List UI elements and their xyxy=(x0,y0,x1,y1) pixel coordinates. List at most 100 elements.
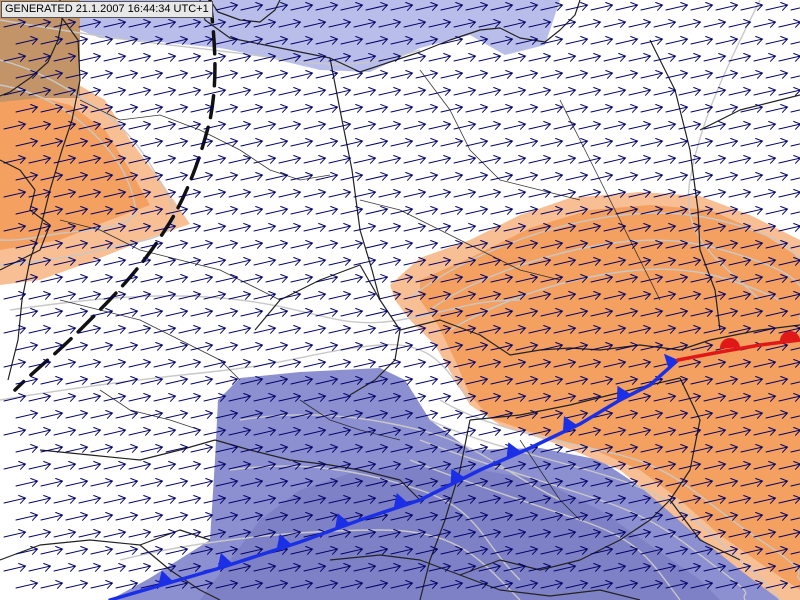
wind-arrow-icon xyxy=(165,410,189,419)
wind-arrow-icon xyxy=(3,325,27,334)
wind-arrow-icon xyxy=(553,291,577,300)
wind-arrow-icon xyxy=(28,291,52,300)
cold-front-triangle xyxy=(616,385,632,402)
wind-arrow-icon xyxy=(240,240,264,249)
wind-arrow-icon xyxy=(265,308,289,317)
wind-arrow-icon xyxy=(615,2,639,11)
wind-arrow-icon xyxy=(353,563,377,572)
wind-arrow-icon xyxy=(140,342,164,351)
wind-arrow-icon xyxy=(578,529,602,538)
wind-arrow-icon xyxy=(490,206,514,215)
wind-arrow-icon xyxy=(603,53,627,62)
wind-arrow-icon xyxy=(428,189,452,198)
wind-arrow-icon xyxy=(553,53,577,62)
wind-arrow-icon xyxy=(790,240,800,249)
wind-arrow-icon xyxy=(28,19,52,28)
wind-arrow-icon xyxy=(703,563,727,572)
wind-arrow-icon xyxy=(428,495,452,504)
wind-arrow-icon xyxy=(653,563,677,572)
wind-arrow-icon xyxy=(715,478,739,487)
wind-arrow-icon xyxy=(665,342,689,351)
wind-arrow-icon xyxy=(328,257,352,266)
wind-arrow-icon xyxy=(665,410,689,419)
wind-arrow-icon xyxy=(40,410,64,419)
wind-arrow-icon xyxy=(440,512,464,521)
wind-arrow-icon xyxy=(440,240,464,249)
wind-arrow-icon xyxy=(153,121,177,130)
wind-arrow-icon xyxy=(415,172,439,181)
isoline xyxy=(119,529,521,600)
wind-arrow-icon xyxy=(53,87,77,96)
wind-arrow-icon xyxy=(740,138,764,147)
wind-arrow-icon xyxy=(603,257,627,266)
wind-arrow-icon xyxy=(628,563,652,572)
wind-arrow-icon xyxy=(65,104,89,113)
wind-arrow-icon xyxy=(40,478,64,487)
border-czech-slovakia xyxy=(399,319,681,356)
border-germany-poland xyxy=(329,57,381,301)
wind-arrow-icon xyxy=(740,206,764,215)
wind-arrow-icon xyxy=(690,36,714,45)
wind-arrow-icon xyxy=(315,308,339,317)
wind-arrow-icon xyxy=(203,529,227,538)
wind-arrow-icon xyxy=(515,342,539,351)
wind-arrow-icon xyxy=(215,342,239,351)
wind-arrow-icon xyxy=(490,172,514,181)
wind-arrow-icon xyxy=(78,223,102,232)
wind-arrow-icon xyxy=(565,308,589,317)
wind-arrow-icon xyxy=(678,427,702,436)
wind-arrow-icon xyxy=(53,121,77,130)
wind-arrow-icon xyxy=(365,444,389,453)
wind-arrow-icon xyxy=(215,104,239,113)
wind-arrow-icon xyxy=(215,138,239,147)
wind-arrow-icon xyxy=(103,189,127,198)
wind-arrow-icon xyxy=(365,274,389,283)
wind-arrow-icon xyxy=(340,410,364,419)
wind-arrow-icon xyxy=(65,70,89,79)
wind-arrow-icon xyxy=(428,223,452,232)
wind-arrow-icon xyxy=(528,393,552,402)
wind-arrow-icon xyxy=(190,478,214,487)
wind-arrow-icon xyxy=(765,172,789,181)
wind-arrow-icon xyxy=(653,87,677,96)
wind-arrow-icon xyxy=(65,512,89,521)
wind-arrow-icon xyxy=(315,478,339,487)
wind-arrow-icon xyxy=(590,478,614,487)
wind-arrow-icon xyxy=(690,172,714,181)
wind-arrow-icon xyxy=(603,19,627,28)
wind-arrow-icon xyxy=(90,206,114,215)
wind-arrow-icon xyxy=(165,104,189,113)
wind-arrow-icon xyxy=(753,223,777,232)
wind-arrow-icon xyxy=(553,223,577,232)
wind-arrow-icon xyxy=(340,274,364,283)
wind-arrow-icon xyxy=(753,495,777,504)
warm-front xyxy=(676,330,800,362)
wind-arrow-icon xyxy=(565,36,589,45)
wind-arrow-icon xyxy=(103,495,127,504)
wind-arrow-icon xyxy=(578,189,602,198)
wind-arrow-icon xyxy=(653,121,677,130)
wind-arrow-icon xyxy=(178,495,202,504)
wind-arrow-icon xyxy=(715,172,739,181)
wind-arrow-icon xyxy=(715,206,739,215)
wind-arrow-icon xyxy=(403,53,427,62)
wind-arrow-icon xyxy=(253,393,277,402)
wind-arrow-icon xyxy=(53,359,77,368)
wind-arrow-icon xyxy=(65,206,89,215)
border-slovenia xyxy=(329,554,501,576)
wind-arrow-icon xyxy=(190,104,214,113)
wind-arrow-icon xyxy=(565,546,589,555)
wind-arrow-icon xyxy=(390,138,414,147)
wind-arrow-icon xyxy=(528,291,552,300)
wind-arrow-icon xyxy=(78,257,102,266)
wind-arrow-icon xyxy=(28,359,52,368)
wind-arrow-icon xyxy=(178,257,202,266)
wind-arrow-icon xyxy=(703,495,727,504)
wind-arrow-icon xyxy=(15,478,39,487)
wind-arrow-icon xyxy=(353,223,377,232)
wind-arrow-icon xyxy=(478,53,502,62)
wind-arrow-icon xyxy=(390,274,414,283)
wind-arrow-icon xyxy=(778,19,800,28)
wind-arrow-icon xyxy=(465,104,489,113)
wind-arrow-icon xyxy=(665,580,689,589)
